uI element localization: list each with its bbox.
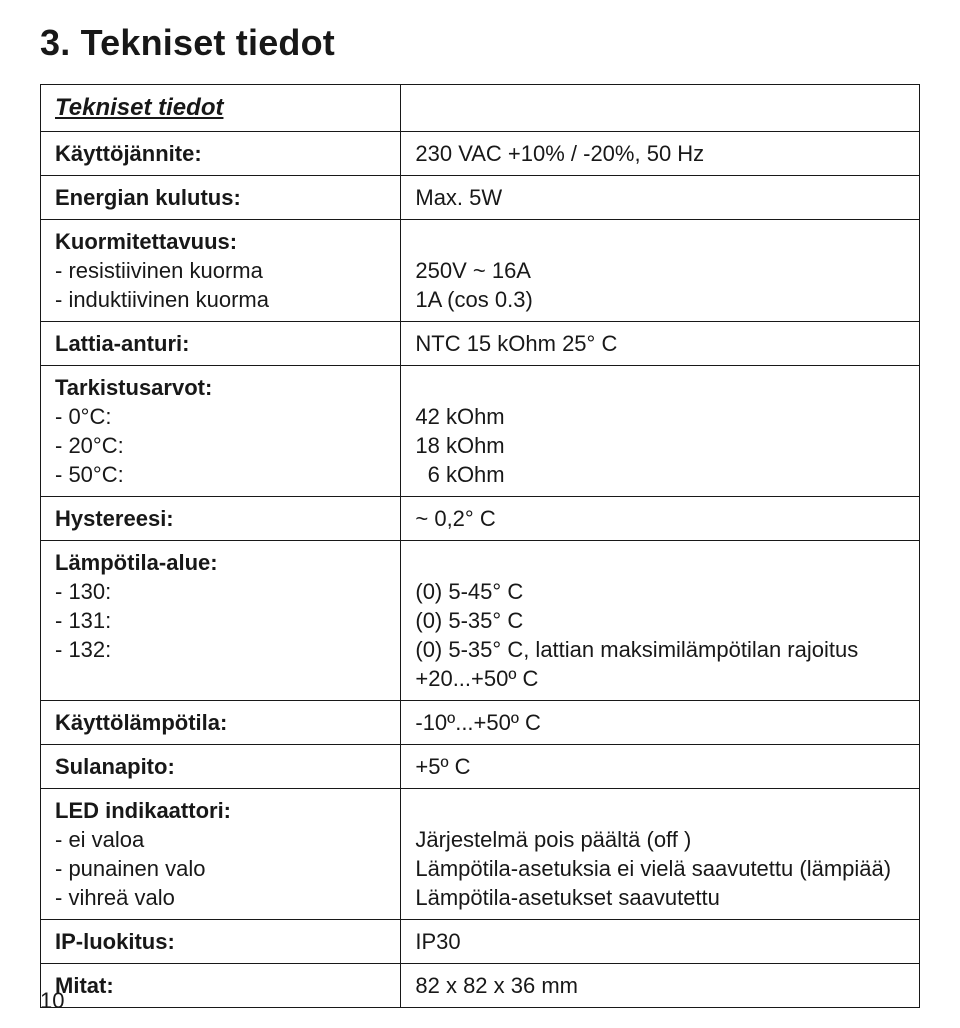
sub-value: 1A (cos 0.3) <box>415 285 907 314</box>
spec-value: 42 kOhm 18 kOhm 6 kOhm <box>401 365 920 496</box>
sub-label: - 20°C: <box>55 431 388 460</box>
spec-value: 82 x 82 x 36 mm <box>401 964 920 1008</box>
label-text: Käyttölämpötila: <box>55 710 227 735</box>
spec-label: IP-luokitus: <box>41 920 401 964</box>
spec-label: Kuormitettavuus: - resistiivinen kuorma … <box>41 219 401 321</box>
spec-value: Järjestelmä pois päältä (off ) Lämpötila… <box>401 789 920 920</box>
table-row: LED indikaattori: - ei valoa - punainen … <box>41 789 920 920</box>
table-row: Hystereesi: ~ 0,2° C <box>41 496 920 540</box>
table-row: Mitat: 82 x 82 x 36 mm <box>41 964 920 1008</box>
sub-label: - 0°C: <box>55 402 388 431</box>
table-row: Tarkistusarvot: - 0°C: - 20°C: - 50°C: 4… <box>41 365 920 496</box>
label-text: Energian kulutus: <box>55 185 241 210</box>
label-text: IP-luokitus: <box>55 929 175 954</box>
label-text: Hystereesi: <box>55 506 174 531</box>
table-row: Käyttöjännite: 230 VAC +10% / -20%, 50 H… <box>41 131 920 175</box>
table-row: Käyttölämpötila: -10º...+50º C <box>41 701 920 745</box>
spec-table: Tekniset tiedot Käyttöjännite: 230 VAC +… <box>40 84 920 1008</box>
spec-label: Käyttöjännite: <box>41 131 401 175</box>
label-text: Tarkistusarvot: <box>55 373 388 402</box>
sub-value: +20...+50º C <box>415 664 907 693</box>
sub-label: - vihreä valo <box>55 883 388 912</box>
table-row: IP-luokitus: IP30 <box>41 920 920 964</box>
table-row: Tekniset tiedot <box>41 85 920 132</box>
sub-value: (0) 5-45° C <box>415 577 907 606</box>
sub-value: 42 kOhm <box>415 402 907 431</box>
sub-value: 250V ~ 16A <box>415 256 907 285</box>
table-row: Kuormitettavuus: - resistiivinen kuorma … <box>41 219 920 321</box>
sub-value: 6 kOhm <box>415 460 907 489</box>
sub-label: - 130: <box>55 577 388 606</box>
sub-label: - 131: <box>55 606 388 635</box>
sub-label: - 50°C: <box>55 460 388 489</box>
sub-value: (0) 5-35° C, lattian maksimilämpötilan r… <box>415 635 907 664</box>
table-row: Energian kulutus: Max. 5W <box>41 175 920 219</box>
label-text: Kuormitettavuus: <box>55 227 388 256</box>
spec-value: Max. 5W <box>401 175 920 219</box>
spec-value: +5º C <box>401 745 920 789</box>
sub-label: - 132: <box>55 635 388 664</box>
spec-label: Mitat: <box>41 964 401 1008</box>
section-header-cell: Tekniset tiedot <box>41 85 401 132</box>
spec-value: 250V ~ 16A 1A (cos 0.3) <box>401 219 920 321</box>
spec-value: -10º...+50º C <box>401 701 920 745</box>
label-text: Käyttöjännite: <box>55 141 202 166</box>
table-row: Lattia-anturi: NTC 15 kOhm 25° C <box>41 321 920 365</box>
empty-cell <box>401 85 920 132</box>
sub-label: - resistiivinen kuorma <box>55 256 388 285</box>
label-text: Lämpötila-alue: <box>55 548 388 577</box>
spec-value: (0) 5-45° C (0) 5-35° C (0) 5-35° C, lat… <box>401 541 920 701</box>
sub-value: Järjestelmä pois päältä (off ) <box>415 825 907 854</box>
sub-value: (0) 5-35° C <box>415 606 907 635</box>
label-text: Sulanapito: <box>55 754 175 779</box>
page-title: 3. Tekniset tiedot <box>40 22 920 64</box>
sub-value: Lämpötila-asetuksia ei vielä saavutettu … <box>415 854 907 883</box>
spec-label: Tarkistusarvot: - 0°C: - 20°C: - 50°C: <box>41 365 401 496</box>
sub-label: - induktiivinen kuorma <box>55 285 388 314</box>
spec-value: IP30 <box>401 920 920 964</box>
spec-value: 230 VAC +10% / -20%, 50 Hz <box>401 131 920 175</box>
page-number: 10 <box>40 988 64 1014</box>
sub-label: - punainen valo <box>55 854 388 883</box>
section-header: Tekniset tiedot <box>55 94 223 121</box>
label-text: Lattia-anturi: <box>55 331 189 356</box>
spec-label: Lämpötila-alue: - 130: - 131: - 132: <box>41 541 401 701</box>
label-text: LED indikaattori: <box>55 796 388 825</box>
spec-label: Energian kulutus: <box>41 175 401 219</box>
spec-label: Hystereesi: <box>41 496 401 540</box>
sub-label: - ei valoa <box>55 825 388 854</box>
page-container: 3. Tekniset tiedot Tekniset tiedot Käytt… <box>0 0 960 1028</box>
spec-label: Lattia-anturi: <box>41 321 401 365</box>
spec-value: NTC 15 kOhm 25° C <box>401 321 920 365</box>
spec-label: LED indikaattori: - ei valoa - punainen … <box>41 789 401 920</box>
sub-value: 18 kOhm <box>415 431 907 460</box>
sub-value: Lämpötila-asetukset saavutettu <box>415 883 907 912</box>
spec-label: Sulanapito: <box>41 745 401 789</box>
spec-label: Käyttölämpötila: <box>41 701 401 745</box>
table-row: Lämpötila-alue: - 130: - 131: - 132: (0)… <box>41 541 920 701</box>
spec-value: ~ 0,2° C <box>401 496 920 540</box>
table-row: Sulanapito: +5º C <box>41 745 920 789</box>
